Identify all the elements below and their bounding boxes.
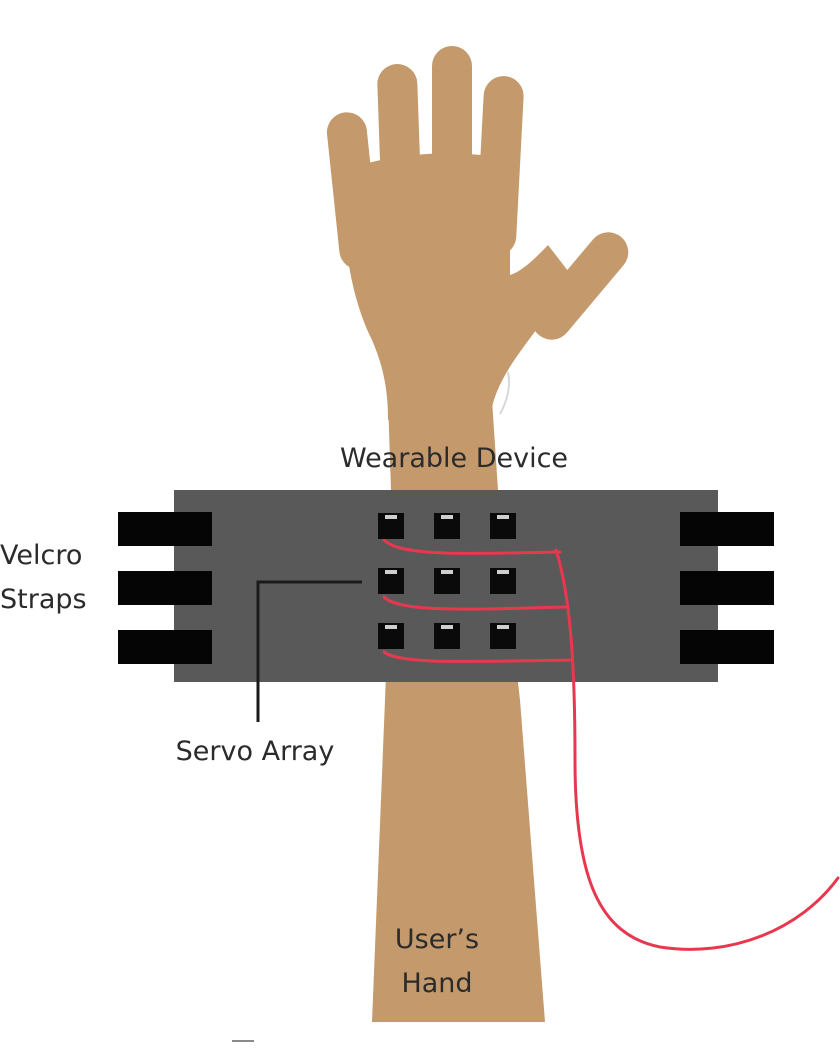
servo — [378, 623, 404, 649]
wire-row-2 — [382, 595, 570, 611]
middle-finger — [432, 46, 472, 246]
velcro-label-line1: Velcro — [0, 540, 83, 571]
servo — [378, 568, 404, 594]
pinky-finger — [326, 112, 380, 270]
wearable-device-label: Wearable Device — [339, 443, 569, 474]
velcro-strap — [118, 571, 212, 605]
velcro-strap — [680, 571, 774, 605]
servo — [434, 513, 460, 539]
servo — [490, 623, 516, 649]
wire-row-3 — [382, 650, 574, 664]
index-finger — [476, 76, 524, 256]
wire-bundle — [554, 548, 840, 951]
bottom-divider — [232, 1040, 254, 1042]
velcro-straps-left — [118, 512, 212, 664]
ring-finger — [377, 64, 423, 254]
servo — [490, 568, 516, 594]
users-hand-label: User’s Hand — [372, 918, 502, 1006]
servo — [434, 623, 460, 649]
velcro-strap — [118, 630, 212, 664]
servo-leader-line — [256, 580, 362, 722]
servo — [490, 513, 516, 539]
velcro-strap — [118, 512, 212, 546]
wrist-mark — [499, 371, 510, 415]
hand-label-line2: Hand — [401, 968, 473, 999]
servo — [378, 513, 404, 539]
servo-array-label: Servo Array — [175, 736, 335, 767]
servo — [434, 568, 460, 594]
velcro-label-line2: Straps — [0, 584, 87, 615]
velcro-strap — [680, 630, 774, 664]
servo-wires — [382, 538, 840, 951]
velcro-straps-right — [680, 512, 774, 664]
thumb — [531, 232, 629, 340]
servo-array — [378, 513, 516, 649]
hand-label-line1: User’s — [394, 924, 480, 955]
wire-row-1 — [382, 538, 562, 555]
velcro-straps-label: Velcro Straps — [0, 534, 110, 622]
velcro-strap — [680, 512, 774, 546]
